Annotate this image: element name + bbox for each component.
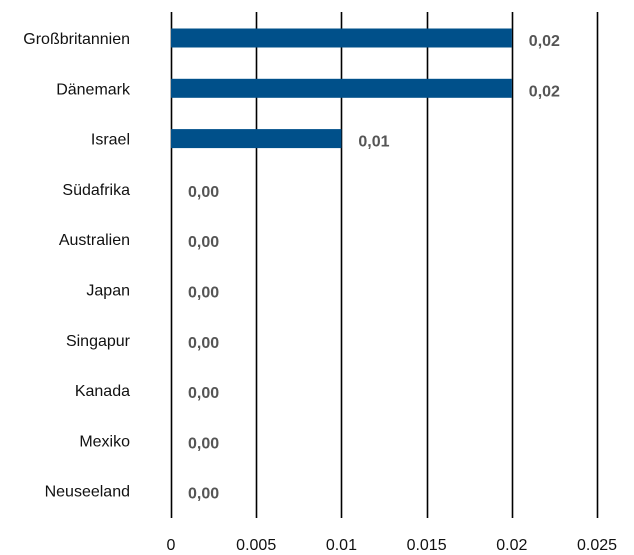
data-label-9: 0,00 — [188, 486, 219, 503]
x-tick-label-5: 0.025 — [577, 537, 617, 554]
bars — [171, 28, 512, 149]
category-label-0: Großbritannien — [23, 31, 130, 48]
data-label-0: 0,02 — [529, 33, 560, 50]
data-label-8: 0,00 — [188, 435, 219, 452]
category-label-3: Südafrika — [62, 182, 130, 199]
data-label-1: 0,02 — [529, 83, 560, 100]
x-tick-label-4: 0.02 — [496, 537, 527, 554]
data-labels: 0,02 0,02 0,01 0,00 0,00 0,00 0,00 0,00 0,00 0,00 — [188, 33, 560, 503]
x-tick-label-1: 0.005 — [236, 537, 276, 554]
category-label-7: Kanada — [75, 383, 130, 400]
x-tick-label-3: 0.015 — [407, 537, 447, 554]
x-tick-label-2: 0.01 — [326, 537, 357, 554]
category-label-9: Neuseeland — [45, 484, 130, 501]
data-label-2: 0,01 — [358, 134, 389, 151]
bar-2 — [171, 129, 342, 149]
data-label-5: 0,00 — [188, 285, 219, 302]
bar-1 — [171, 78, 512, 98]
x-tick-label-0: 0 — [167, 537, 176, 554]
data-label-6: 0,00 — [188, 335, 219, 352]
data-label-7: 0,00 — [188, 385, 219, 402]
category-label-8: Mexiko — [79, 433, 130, 450]
category-label-2: Israel — [91, 132, 130, 149]
bar-0 — [171, 28, 512, 48]
category-label-4: Australien — [59, 232, 130, 249]
x-axis-tick-labels: 0 0.005 0.01 0.015 0.02 0.025 — [167, 537, 618, 554]
data-label-3: 0,00 — [188, 184, 219, 201]
category-label-5: Japan — [86, 283, 130, 300]
category-labels: Großbritannien Dänemark Israel Südafrika Aus… — [23, 31, 131, 501]
category-label-1: Dänemark — [56, 81, 131, 98]
category-label-6: Singapur — [66, 333, 131, 350]
data-label-4: 0,00 — [188, 234, 219, 251]
